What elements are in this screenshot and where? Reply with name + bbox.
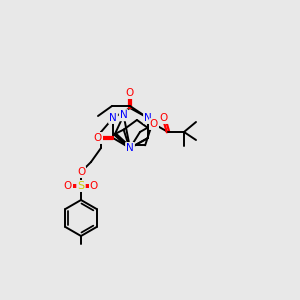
Text: N: N (120, 110, 128, 120)
Text: S: S (77, 181, 85, 191)
Text: O: O (126, 88, 134, 98)
Text: S: S (77, 181, 85, 191)
Text: N: N (109, 113, 117, 123)
Text: N: N (120, 110, 128, 120)
Text: O: O (77, 167, 85, 177)
Text: O: O (90, 181, 98, 191)
Text: N: N (126, 143, 134, 153)
Text: N: N (144, 113, 152, 123)
Text: O: O (90, 181, 98, 191)
Text: N: N (109, 113, 117, 123)
Text: O: O (150, 119, 158, 129)
Text: N: N (144, 113, 152, 123)
Text: O: O (150, 119, 158, 129)
Text: O: O (94, 133, 102, 143)
Text: O: O (64, 181, 72, 191)
Text: N: N (126, 143, 134, 153)
Text: O: O (126, 88, 134, 98)
Text: O: O (94, 133, 102, 143)
Text: O: O (64, 181, 72, 191)
Text: O: O (160, 113, 168, 123)
Text: O: O (160, 113, 168, 123)
Text: O: O (77, 167, 85, 177)
